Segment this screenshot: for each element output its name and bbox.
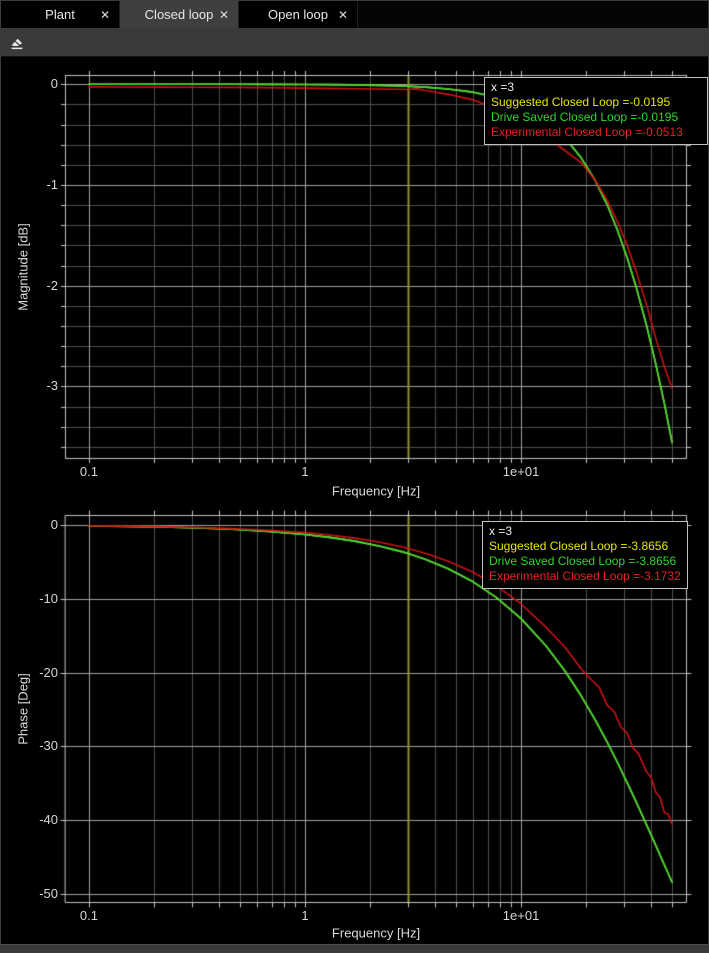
y-tick-label: 0 [50,516,58,532]
tooltip-x-value: x =3 [491,80,515,94]
y-tick-label: -50 [39,886,58,902]
tab-plant[interactable]: Plant ✕ [1,1,120,28]
tooltip-experimental-value: Experimental Closed Loop =-0.0513 [491,125,683,139]
y-tick-label: -1 [46,177,58,192]
close-icon[interactable]: ✕ [99,7,110,22]
x-tick-label: 0.1 [79,908,98,923]
y-tick-label: 0 [50,76,58,92]
x-tick-label: 1e+01 [502,464,540,479]
cursor-tooltip-magnitude: x =3 Suggested Closed Loop =-0.0195 Driv… [484,77,708,145]
tab-bar: Plant ✕ Closed loop ✕ Open loop ✕ [1,1,708,28]
y-tick-label: -40 [39,812,58,828]
y-tick-label: -10 [39,590,58,606]
phase-axis-label: Phase [Deg] [15,673,31,745]
chart-toolbar [1,28,708,57]
status-bar [1,944,708,952]
tooltip-suggested-value: Suggested Closed Loop =-0.0195 [491,95,671,109]
tab-label: Open loop [268,7,328,22]
y-tick-label: -30 [39,738,58,754]
y-tick-label: -2 [46,277,58,293]
x-tick-label: 1 [301,464,309,479]
x-tick-label: 0.1 [79,464,98,479]
tab-closed-loop[interactable]: Closed loop ✕ [120,1,239,28]
tooltip-experimental-value: Experimental Closed Loop =-3.1732 [489,569,681,583]
magnitude-axis-label: Magnitude [dB] [15,223,31,311]
tooltip-x-value: x =3 [489,524,513,538]
tab-label: Closed loop [144,7,214,22]
x-tick-label: 1e+01 [502,908,540,923]
eraser-icon [9,35,27,51]
eraser-button[interactable] [7,32,29,54]
bode-plot-canvas[interactable] [1,57,708,946]
tab-open-loop[interactable]: Open loop ✕ [239,1,358,28]
tooltip-suggested-value: Suggested Closed Loop =-3.8656 [489,539,669,553]
frequency-axis-label-top: Frequency [Hz] [331,483,421,499]
close-icon[interactable]: ✕ [337,7,348,22]
x-tick-label: 1 [301,908,309,923]
cursor-tooltip-phase: x =3 Suggested Closed Loop =-3.8656 Driv… [482,521,688,589]
y-tick-label: -3 [46,378,58,394]
figure-area: Magnitude [dB] Frequency [Hz] Phase [Deg… [1,57,708,946]
frequency-axis-label-bottom: Frequency [Hz] [331,925,421,941]
y-tick-label: -20 [39,664,58,680]
tab-label: Plant [45,7,75,22]
tooltip-drive-saved-value: Drive Saved Closed Loop =-0.0195 [491,110,679,124]
close-icon[interactable]: ✕ [218,7,229,22]
tooltip-drive-saved-value: Drive Saved Closed Loop =-3.8656 [489,554,677,568]
